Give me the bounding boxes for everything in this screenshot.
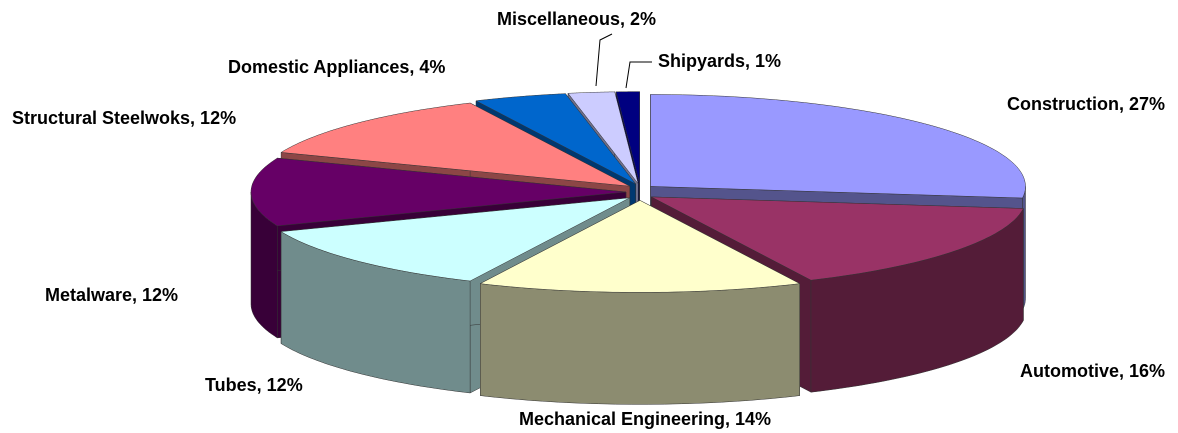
labels: Construction, 27% Automotive, 16% Mechanic… [12,9,1165,429]
leader-line [625,61,652,89]
data-label: Construction, 27% [1007,94,1165,114]
data-label: Metalware, 12% [45,285,178,305]
slice [567,91,639,184]
data-label: Automotive, 16% [1020,361,1165,381]
data-label: Structural Steelwoks, 12% [12,108,236,128]
data-label: Tubes, 12% [205,375,303,395]
slice [479,200,801,293]
slice [280,197,630,282]
data-label: Domestic Appliances, 4% [228,57,445,77]
slice [475,93,636,185]
slice-wall [480,283,800,405]
data-label: Miscellaneous, 2% [497,9,656,29]
data-label: Mechanical Engineering, 14% [519,409,771,429]
slice [615,91,640,184]
slice [651,196,1024,281]
slice [280,102,630,187]
data-label: Shipyards, 1% [658,51,781,71]
slice [650,94,1026,199]
slice [250,157,627,227]
leader-line [595,33,613,87]
pie [250,91,1026,405]
